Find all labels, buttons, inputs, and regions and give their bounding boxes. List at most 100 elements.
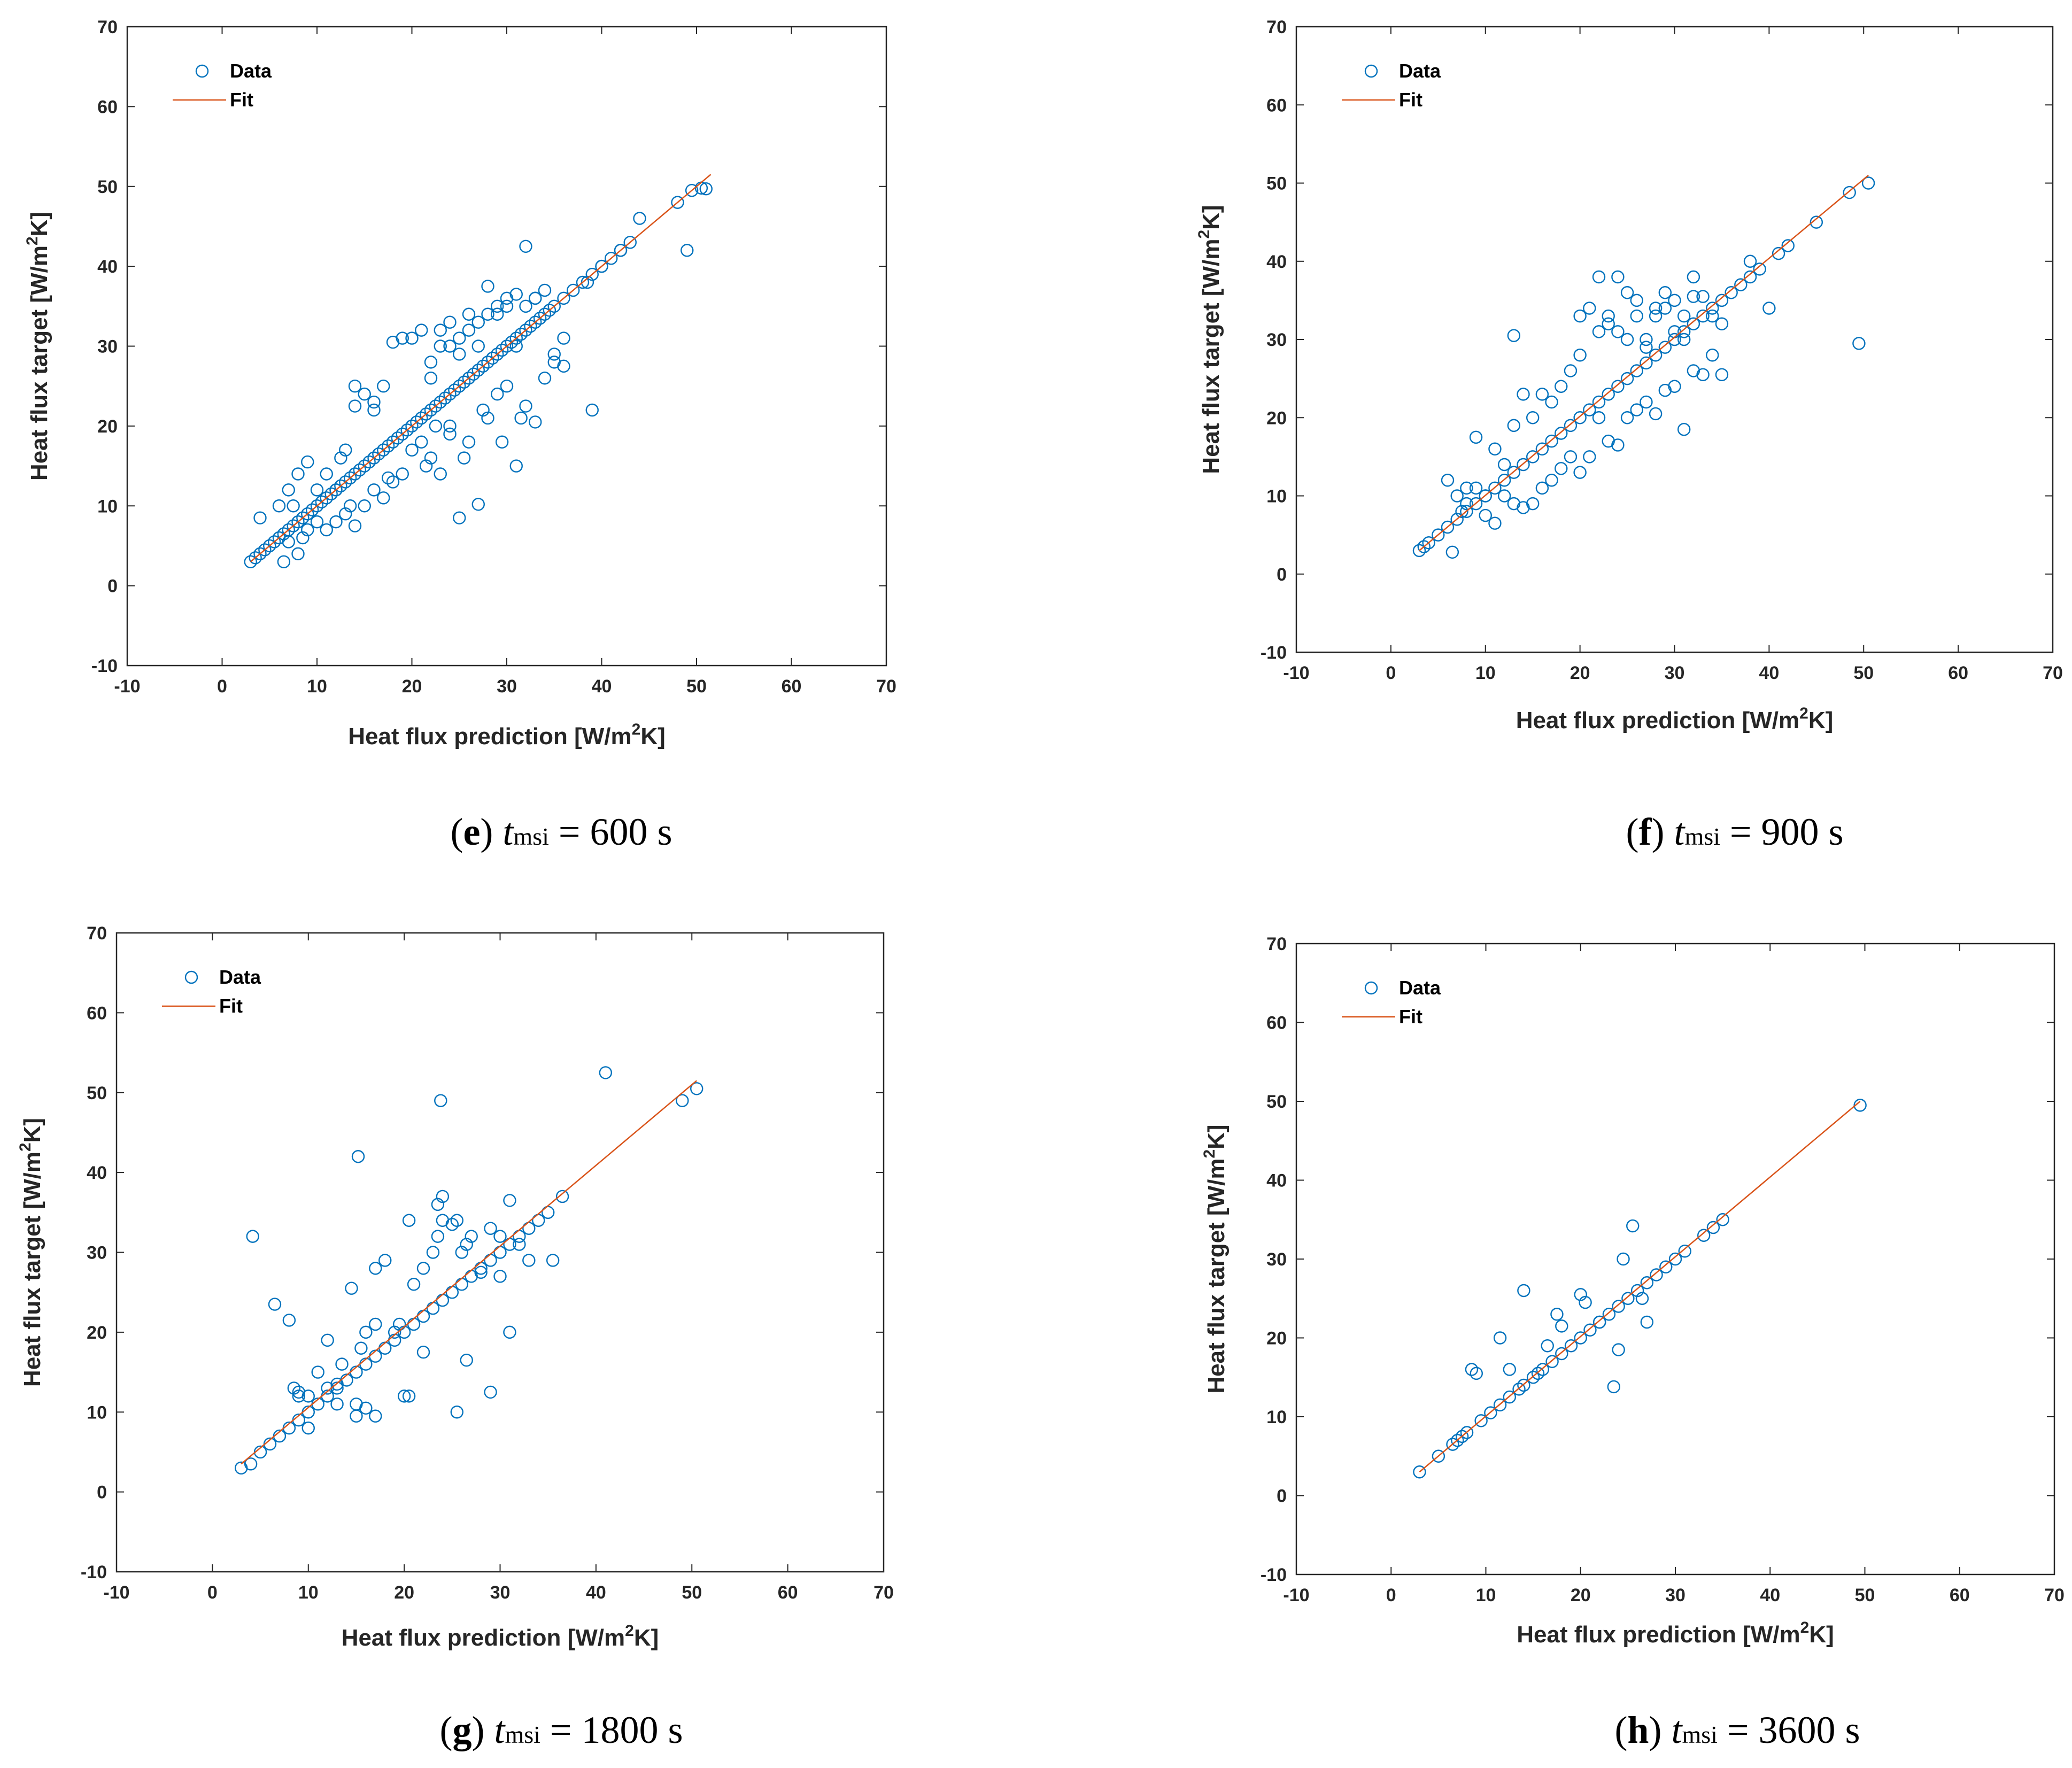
- chart-h-data-series: [1413, 1099, 1867, 1479]
- chart-f-x-tick-label: 60: [1948, 663, 1968, 683]
- chart-e-x-tick-label: 0: [217, 676, 227, 697]
- chart-f-data-point: [1497, 458, 1511, 472]
- chart-e-data-point: [301, 523, 314, 537]
- chart-h-y-tick-label: 30: [1266, 1249, 1287, 1270]
- chart-e-data-point: [567, 283, 580, 297]
- chart-f-y-tick-label: 0: [1277, 565, 1287, 585]
- chart-f-x-axis-label: Heat flux prediction [W/m2K]: [1516, 705, 1834, 734]
- chart-g-y-tick-label: 70: [87, 923, 107, 944]
- chart-h-y-tick-label: 20: [1266, 1329, 1287, 1349]
- chart-f-data-point: [1526, 497, 1540, 511]
- chart-h-data-point: [1503, 1363, 1517, 1376]
- chart-h-legend-data-marker: [1364, 981, 1378, 995]
- chart-h-data-point: [1607, 1380, 1620, 1394]
- chart-f-data-point: [1743, 270, 1757, 284]
- chart-g-data-point: [555, 1190, 569, 1203]
- chart-f-data-point: [1479, 508, 1492, 522]
- chart-f-data-point: [1715, 294, 1729, 307]
- chart-e-data-point: [467, 367, 481, 381]
- chart-e-data-point: [471, 498, 485, 511]
- chart-e-data-point: [671, 196, 684, 209]
- chart-h-data-point: [1550, 1308, 1564, 1321]
- chart-g-data-point: [484, 1385, 497, 1399]
- chart-e-data-point: [396, 427, 409, 441]
- chart-e-data-point: [282, 483, 295, 497]
- chart-f-x-tick-label: 50: [1853, 663, 1874, 683]
- chart-h-y-tick-label: 0: [1277, 1486, 1287, 1507]
- chart-f-data-point: [1620, 286, 1634, 299]
- chart-f-data-point: [1611, 325, 1625, 338]
- chart-e-data-point: [519, 323, 532, 337]
- chart-f-data-point: [1507, 419, 1521, 433]
- chart-g-data-point: [460, 1353, 473, 1367]
- chart-e-data-point: [320, 491, 333, 505]
- chart-e-data-point: [310, 515, 324, 529]
- chart-h-data-point: [1446, 1438, 1459, 1451]
- chart-e-data-point: [410, 415, 423, 429]
- chart-e-data-point: [367, 403, 381, 417]
- chart-e-y-axis-label: Heat flux target [W/m2K]: [24, 212, 52, 481]
- chart-e-data-point: [453, 348, 466, 361]
- chart-h-data-point: [1541, 1339, 1554, 1353]
- chart-e-data-point: [405, 443, 419, 457]
- chart-e-data-point: [263, 539, 276, 553]
- chart-e-data-point: [519, 399, 532, 413]
- chart-g-data-point: [402, 1214, 416, 1227]
- chart-h-plot-area: [1295, 943, 2055, 1576]
- chart-g-data-point: [359, 1401, 373, 1415]
- chart-h-data-point: [1517, 1284, 1530, 1298]
- chart-f-data-point: [1677, 422, 1691, 436]
- chart-g-data-point: [350, 1409, 363, 1423]
- chart-h-data-point: [1545, 1355, 1559, 1368]
- chart-g-data-point: [416, 1262, 430, 1275]
- chart-f-data-point: [1611, 270, 1625, 284]
- chart-g-data-point: [436, 1190, 450, 1203]
- chart-h-data-point: [1564, 1339, 1578, 1353]
- chart-e-data-point: [405, 331, 419, 345]
- chart-e-data-point: [287, 499, 300, 513]
- chart-h-data-point: [1455, 1430, 1469, 1443]
- chart-e-data-point: [343, 499, 357, 513]
- chart-f-data-point: [1861, 176, 1875, 190]
- chart-f-y-tick-label: 20: [1266, 408, 1287, 428]
- chart-f-y-tick-label: 50: [1266, 174, 1287, 194]
- chart-e-data-point: [358, 499, 371, 513]
- chart-e-data-point: [500, 379, 514, 393]
- chart-h-data-point: [1659, 1260, 1673, 1273]
- chart-f-y-tick-label: 40: [1266, 252, 1287, 272]
- chart-h-data-point: [1678, 1245, 1691, 1258]
- chart-e-x-tick-label: -10: [114, 676, 140, 697]
- chart-f-data-point: [1753, 263, 1766, 276]
- chart-f-data-point: [1620, 333, 1634, 346]
- chart-g-legend-data-marker: [184, 970, 198, 984]
- chart-e-data-point: [434, 467, 447, 481]
- chart-e-data-point: [681, 244, 694, 257]
- chart-f-data-point: [1706, 302, 1719, 315]
- caption-h: (h) tmsi = 3600 s: [1614, 1709, 1860, 1751]
- chart-e-data-point: [699, 182, 713, 196]
- chart-g-plot-area: [115, 932, 885, 1573]
- chart-e-data-point: [324, 487, 338, 501]
- chart-f-data-point: [1583, 403, 1596, 416]
- chart-e-legend-fit-label: Fit: [230, 89, 253, 111]
- chart-f-x-tick-label: 30: [1665, 663, 1685, 683]
- chart-g-data-point: [311, 1365, 324, 1379]
- chart-e-data-point: [491, 307, 504, 321]
- chart-f-data-point: [1479, 489, 1492, 503]
- chart-h-x-tick-label: -10: [1283, 1585, 1309, 1605]
- chart-e-data-point: [296, 511, 310, 524]
- chart-g-x-tick-label: -10: [103, 1582, 129, 1603]
- chart-f-data-point: [1488, 516, 1502, 530]
- chart-f-data-point: [1696, 290, 1710, 303]
- chart-h-data-point: [1512, 1383, 1526, 1396]
- chart-f-data-point: [1602, 388, 1615, 401]
- chart-e-data-point: [358, 459, 371, 473]
- chart-e-data-point: [685, 184, 699, 197]
- chart-e-data-point: [481, 411, 494, 425]
- chart-h-x-tick-label: 10: [1476, 1585, 1496, 1605]
- chart-h-legend-data-label: Data: [1399, 977, 1441, 999]
- chart-e-data-point: [419, 459, 433, 473]
- chart-g-data-point: [397, 1389, 411, 1403]
- chart-f-data-point: [1412, 544, 1426, 558]
- chart-e-data-point: [291, 515, 305, 529]
